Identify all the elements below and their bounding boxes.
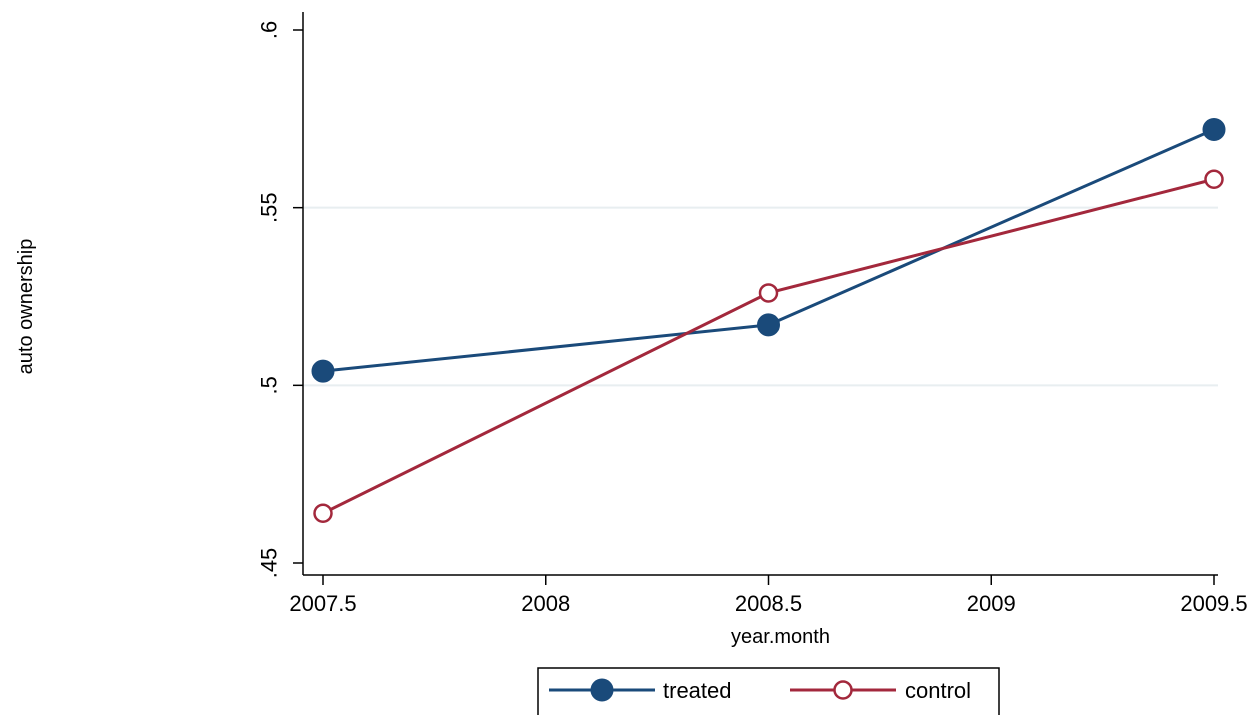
data-point-treated	[757, 313, 780, 337]
data-point-treated	[311, 359, 335, 383]
x-tick-label: 2009	[967, 591, 1016, 616]
legend-label-treated: treated	[663, 678, 732, 703]
series	[311, 117, 1226, 524]
y-tick-label: .6	[257, 21, 282, 39]
x-tick-label: 2008.5	[735, 591, 802, 616]
x-tick-label: 2007.5	[289, 591, 356, 616]
axes: .45 .5 .55 .6 2007.5 2008 2008.5 2009 2009.5	[257, 12, 1248, 616]
legend-marker-treated	[590, 678, 614, 702]
data-point-control	[1204, 169, 1224, 189]
x-tick-label: 2008	[521, 591, 570, 616]
x-axis-title: year.month	[731, 626, 830, 648]
data-point-control	[313, 503, 333, 524]
data-point-treated	[1202, 117, 1226, 141]
x-tick-label: 2009.5	[1180, 591, 1247, 616]
y-tick-label: .45	[257, 548, 282, 579]
legend-marker-control	[833, 680, 853, 700]
data-point-control	[758, 283, 779, 303]
legend-label-control: control	[905, 678, 971, 703]
y-axis-title: auto ownership	[15, 239, 37, 375]
series-line-control	[322, 177, 1215, 515]
y-tick-label: .5	[257, 376, 282, 394]
gridlines	[303, 206, 1218, 387]
y-tick-label: .55	[257, 192, 282, 223]
legend: treated control	[537, 667, 1000, 715]
